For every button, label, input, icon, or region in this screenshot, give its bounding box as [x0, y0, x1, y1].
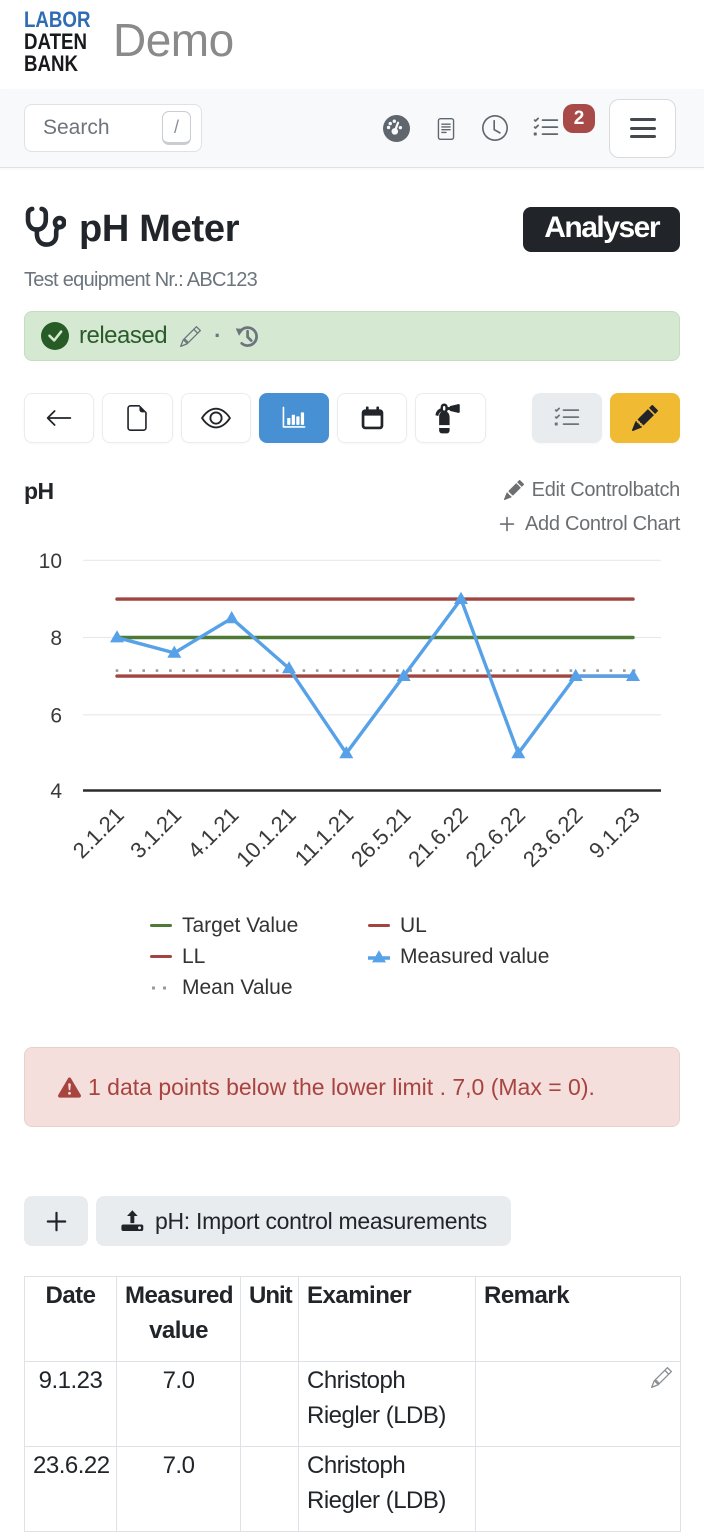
- svg-text:23.6.22: 23.6.22: [518, 802, 588, 872]
- svg-text:3.1.21: 3.1.21: [125, 802, 186, 863]
- svg-text:6: 6: [50, 704, 62, 727]
- svg-text:9.1.23: 9.1.23: [584, 802, 645, 863]
- svg-text:22.6.22: 22.6.22: [461, 802, 531, 872]
- svg-text:10: 10: [39, 550, 62, 573]
- svg-text:21.6.22: 21.6.22: [403, 802, 473, 872]
- svg-text:2.1.21: 2.1.21: [68, 802, 129, 863]
- svg-text:8: 8: [50, 627, 62, 650]
- svg-text:10.1.21: 10.1.21: [231, 802, 301, 872]
- svg-text:26.5.21: 26.5.21: [346, 802, 416, 872]
- svg-text:4: 4: [50, 780, 62, 803]
- svg-text:11.1.21: 11.1.21: [290, 802, 358, 870]
